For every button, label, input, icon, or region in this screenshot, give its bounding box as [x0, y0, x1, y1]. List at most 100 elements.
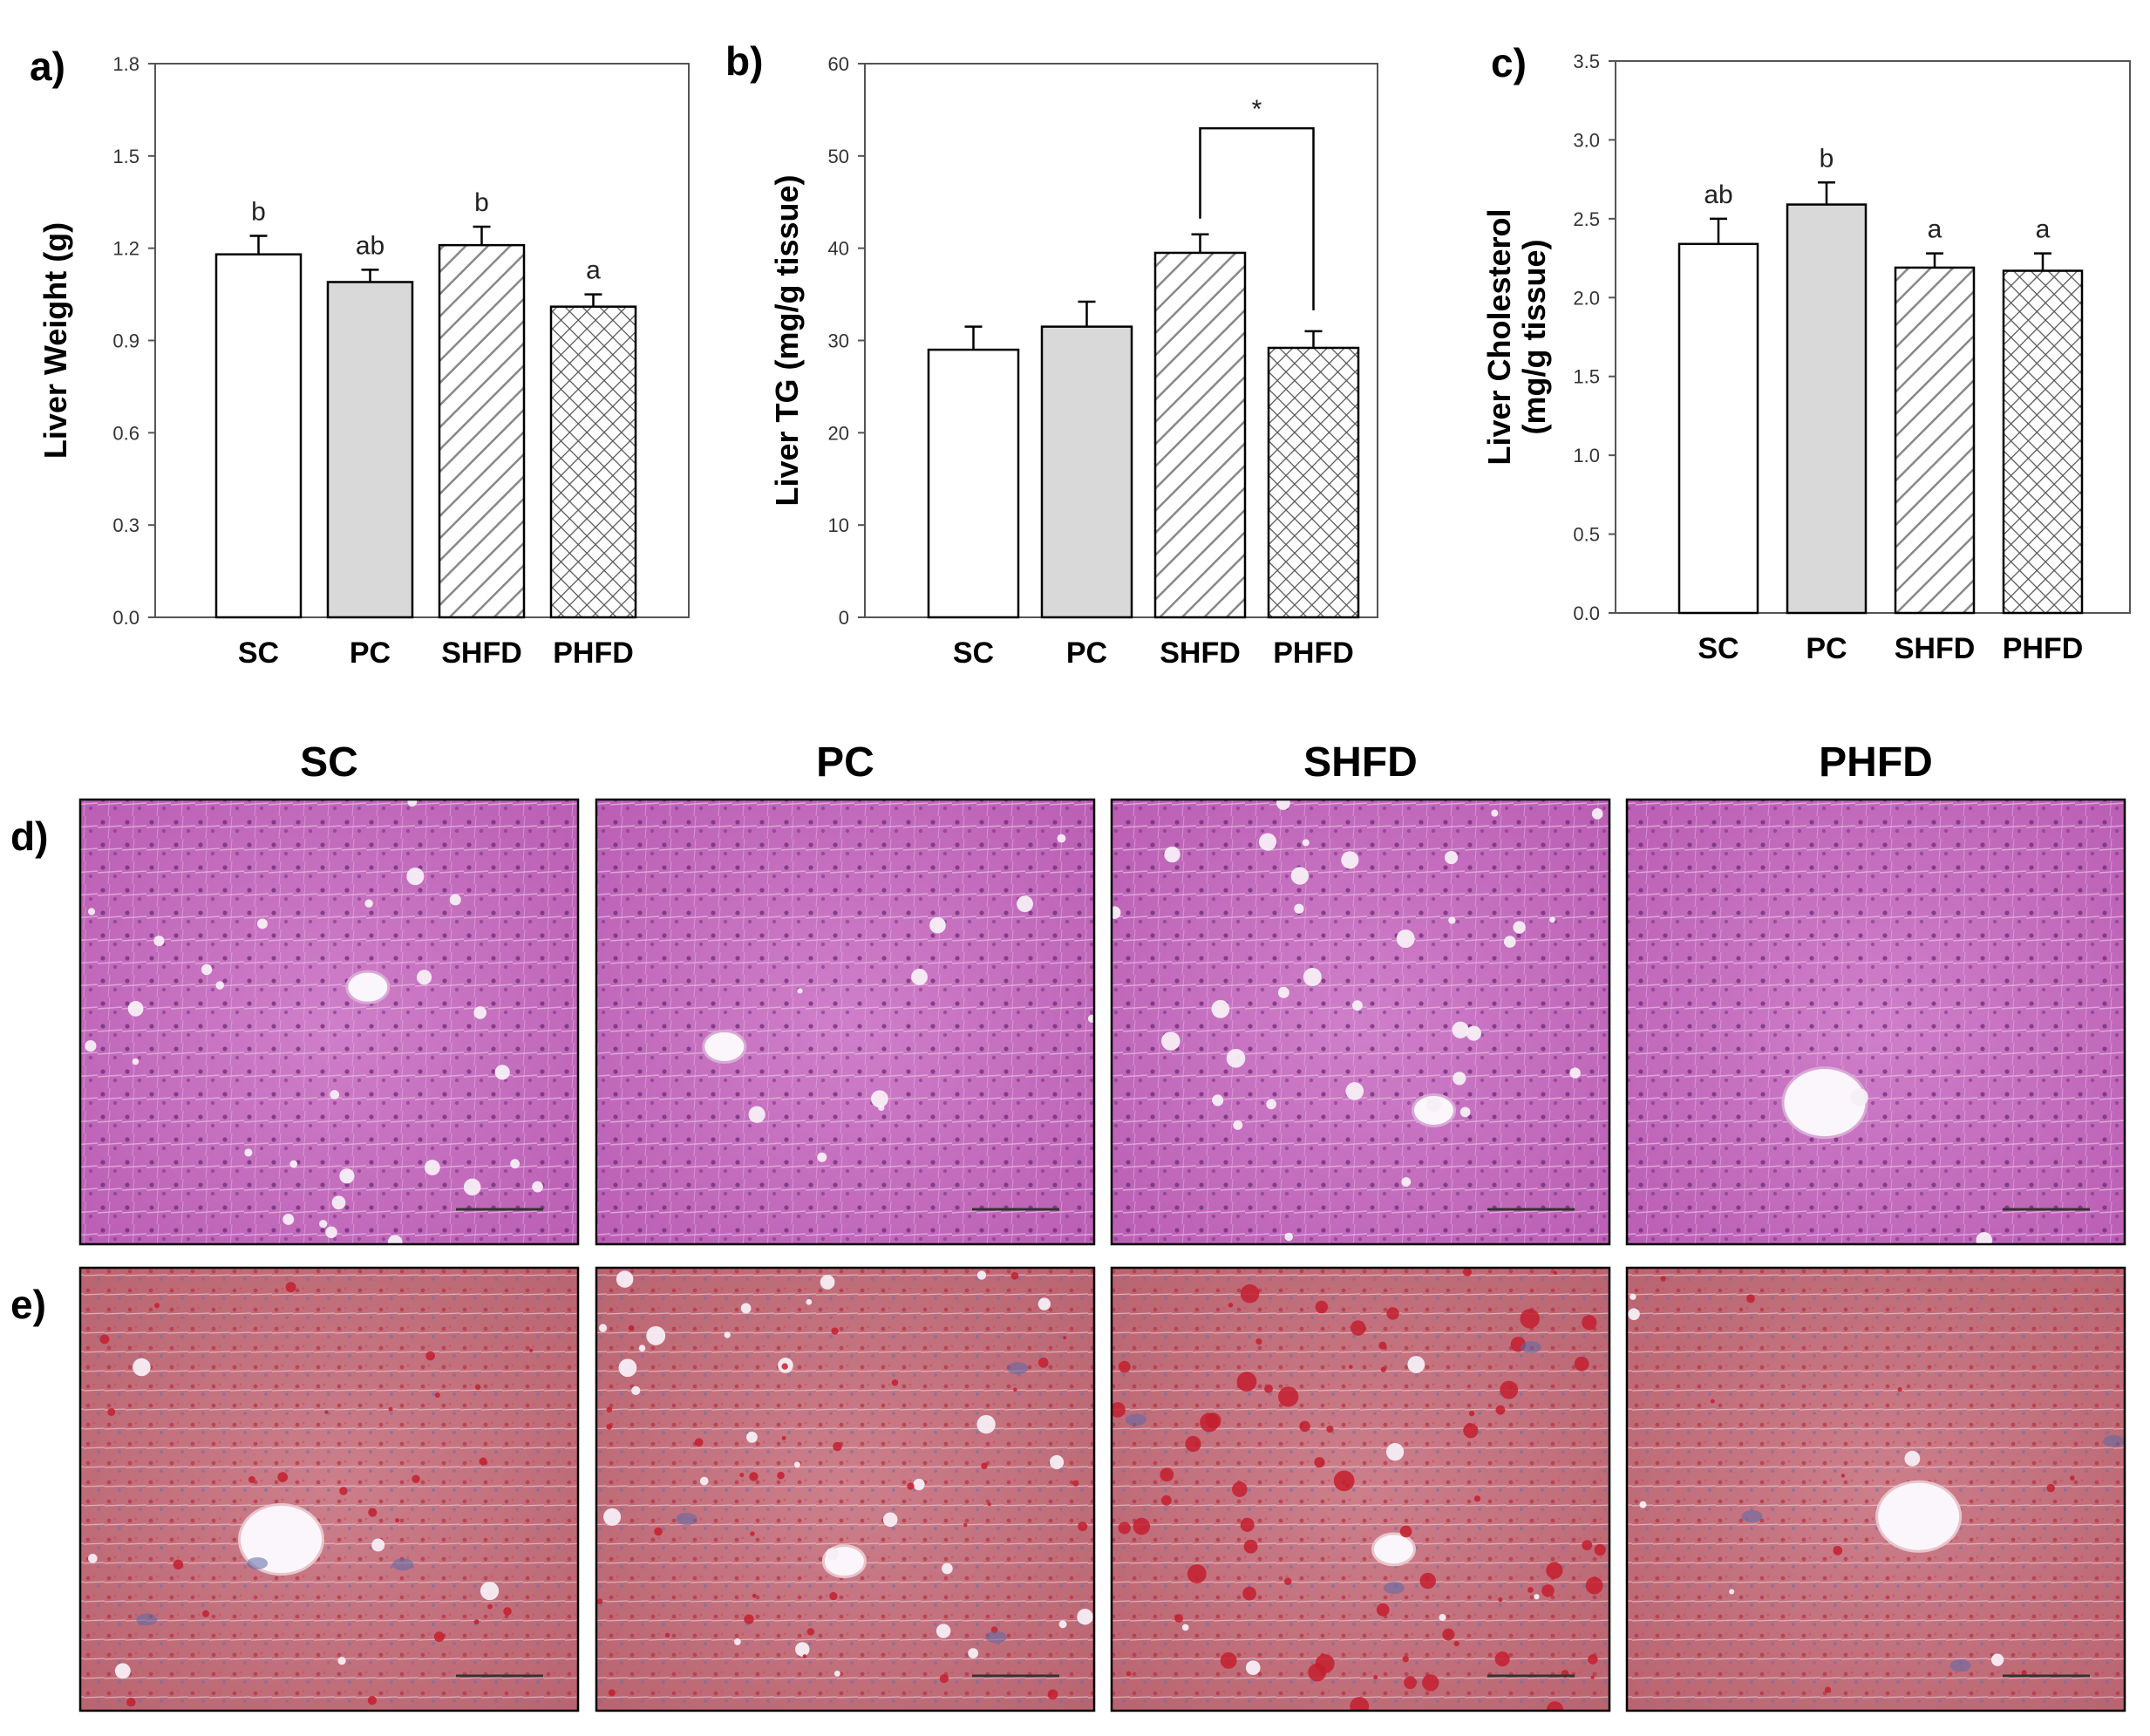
- lipid-droplet: [664, 1632, 670, 1638]
- lipid-droplet: [1112, 1402, 1126, 1418]
- lipid-vacuole: [616, 1270, 634, 1288]
- stain-patch: [1125, 1413, 1146, 1426]
- lipid-droplet: [1402, 1656, 1409, 1663]
- lipid-vacuole: [631, 1385, 641, 1395]
- lipid-droplet: [248, 1475, 255, 1483]
- lipid-droplet: [907, 1482, 915, 1490]
- bar-shfd: [1153, 251, 1247, 619]
- lipid-vacuole: [882, 1512, 898, 1528]
- chart-panel-0: a) 0.0 0.3 0.6 0.9 1.2 1.5 1.8 Liver Weight (g) b…: [30, 44, 690, 670]
- y-tick-label: 0.0: [1573, 602, 1600, 624]
- vessel-lumen: [237, 1503, 324, 1576]
- y-tick-label: 1.0: [1573, 445, 1600, 466]
- lipid-droplet: [473, 1619, 480, 1625]
- tissue-texture: [80, 1268, 578, 1711]
- lipid-vacuole: [1396, 929, 1415, 949]
- y-tick-label: 0.0: [112, 607, 139, 629]
- lipid-vacuole: [215, 981, 224, 990]
- lipid-vacuole: [1448, 916, 1456, 924]
- micrograph-sc-oil-red-o: [78, 1266, 580, 1712]
- lipid-droplet: [173, 1559, 184, 1570]
- lipid-droplet: [1315, 1300, 1329, 1314]
- lipid-droplet: [1582, 1315, 1597, 1331]
- lipid-vacuole: [153, 936, 165, 947]
- lipid-vacuole: [416, 970, 432, 985]
- lipid-droplet: [474, 1384, 481, 1391]
- lipid-droplet: [939, 1674, 949, 1684]
- lipid-vacuole: [1057, 834, 1066, 843]
- lipid-droplet: [829, 1591, 838, 1601]
- y-tick-label: 0.6: [112, 422, 139, 444]
- lipid-vacuole: [1407, 1356, 1425, 1373]
- category-label: PHFD: [1273, 637, 1354, 670]
- lipid-droplet: [1236, 1372, 1257, 1392]
- lipid-vacuole: [1164, 846, 1180, 863]
- lipid-droplet: [1232, 1481, 1248, 1497]
- lipid-vacuole: [1181, 1624, 1189, 1631]
- lipid-vacuole: [257, 918, 268, 929]
- lipid-vacuole: [797, 988, 803, 994]
- lipid-droplet: [608, 1689, 616, 1697]
- lipid-vacuole: [387, 1235, 403, 1244]
- bar-charts: a) 0.0 0.3 0.6 0.9 1.2 1.5 1.8 Liver Weight (g) b…: [30, 38, 2131, 670]
- lipid-vacuole: [748, 1106, 765, 1123]
- lipid-droplet: [1240, 1283, 1260, 1304]
- lipid-droplet: [1588, 1654, 1598, 1665]
- lipid-droplet: [2046, 1483, 2055, 1493]
- lipid-vacuole: [1284, 1232, 1293, 1242]
- lipid-vacuole: [1976, 1232, 1993, 1244]
- lipid-droplet: [1126, 1671, 1132, 1677]
- lipid-vacuole: [371, 1538, 385, 1552]
- lipid-droplet: [1574, 1356, 1589, 1372]
- lipid-droplet: [694, 1438, 704, 1447]
- lipid-vacuole: [532, 1181, 543, 1193]
- lipid-vacuole: [132, 1058, 139, 1065]
- lipid-droplet: [1840, 1474, 1846, 1478]
- lipid-droplet: [1473, 1495, 1481, 1502]
- lipid-vacuole: [127, 1001, 144, 1017]
- lipid-droplet: [1495, 1405, 1506, 1415]
- lipid-droplet: [831, 1327, 839, 1335]
- micrograph-frame: [1625, 798, 2126, 1246]
- lipid-droplet: [1160, 1494, 1172, 1506]
- tissue-texture: [80, 800, 578, 1244]
- micrograph-frame: [1625, 1266, 2126, 1712]
- lipid-droplet: [752, 1593, 757, 1598]
- lipid-vacuole: [1444, 850, 1459, 865]
- micrograph-shfd-oil-red-o: [1110, 1266, 1611, 1712]
- lipid-vacuole: [1439, 1614, 1446, 1622]
- lipid-droplet: [1228, 1303, 1234, 1308]
- lipid-droplet: [368, 1508, 378, 1517]
- lipid-vacuole: [1513, 921, 1526, 934]
- significance-bracket: [1199, 126, 1315, 310]
- lipid-vacuole: [1385, 1443, 1405, 1461]
- category-label: SC: [953, 637, 994, 670]
- lipid-vacuole: [618, 1358, 637, 1378]
- lipid-droplet: [1308, 1663, 1327, 1682]
- lipid-droplet: [1710, 1399, 1715, 1404]
- lipid-vacuole: [1276, 800, 1290, 810]
- y-tick-label: 50: [828, 146, 849, 167]
- category-label: PHFD: [2003, 632, 2084, 665]
- significance-label: b: [474, 188, 489, 217]
- lipid-droplet: [1047, 1689, 1058, 1700]
- lipid-vacuole: [1226, 1048, 1246, 1068]
- lipid-droplet: [1255, 1338, 1262, 1345]
- lipid-droplet: [1160, 1467, 1174, 1482]
- lipid-droplet: [1185, 1435, 1201, 1453]
- stain-patch: [985, 1630, 1007, 1644]
- y-tick-label: 1.2: [112, 238, 139, 260]
- lipid-vacuole: [1549, 916, 1555, 923]
- lipid-vacuole: [473, 1006, 486, 1019]
- lipid-vacuole: [968, 1648, 979, 1658]
- lipid-vacuole: [942, 1562, 953, 1575]
- lipid-droplet: [596, 1598, 603, 1604]
- lipid-droplet: [126, 1697, 136, 1707]
- lipid-vacuole: [1628, 1308, 1640, 1320]
- lipid-droplet: [395, 1518, 400, 1523]
- lipid-droplet: [1283, 1577, 1292, 1586]
- lipid-vacuole: [1639, 1501, 1647, 1508]
- lipid-droplet: [1205, 1413, 1221, 1429]
- lipid-droplet: [99, 1334, 110, 1345]
- y-tick-label: 60: [828, 53, 849, 75]
